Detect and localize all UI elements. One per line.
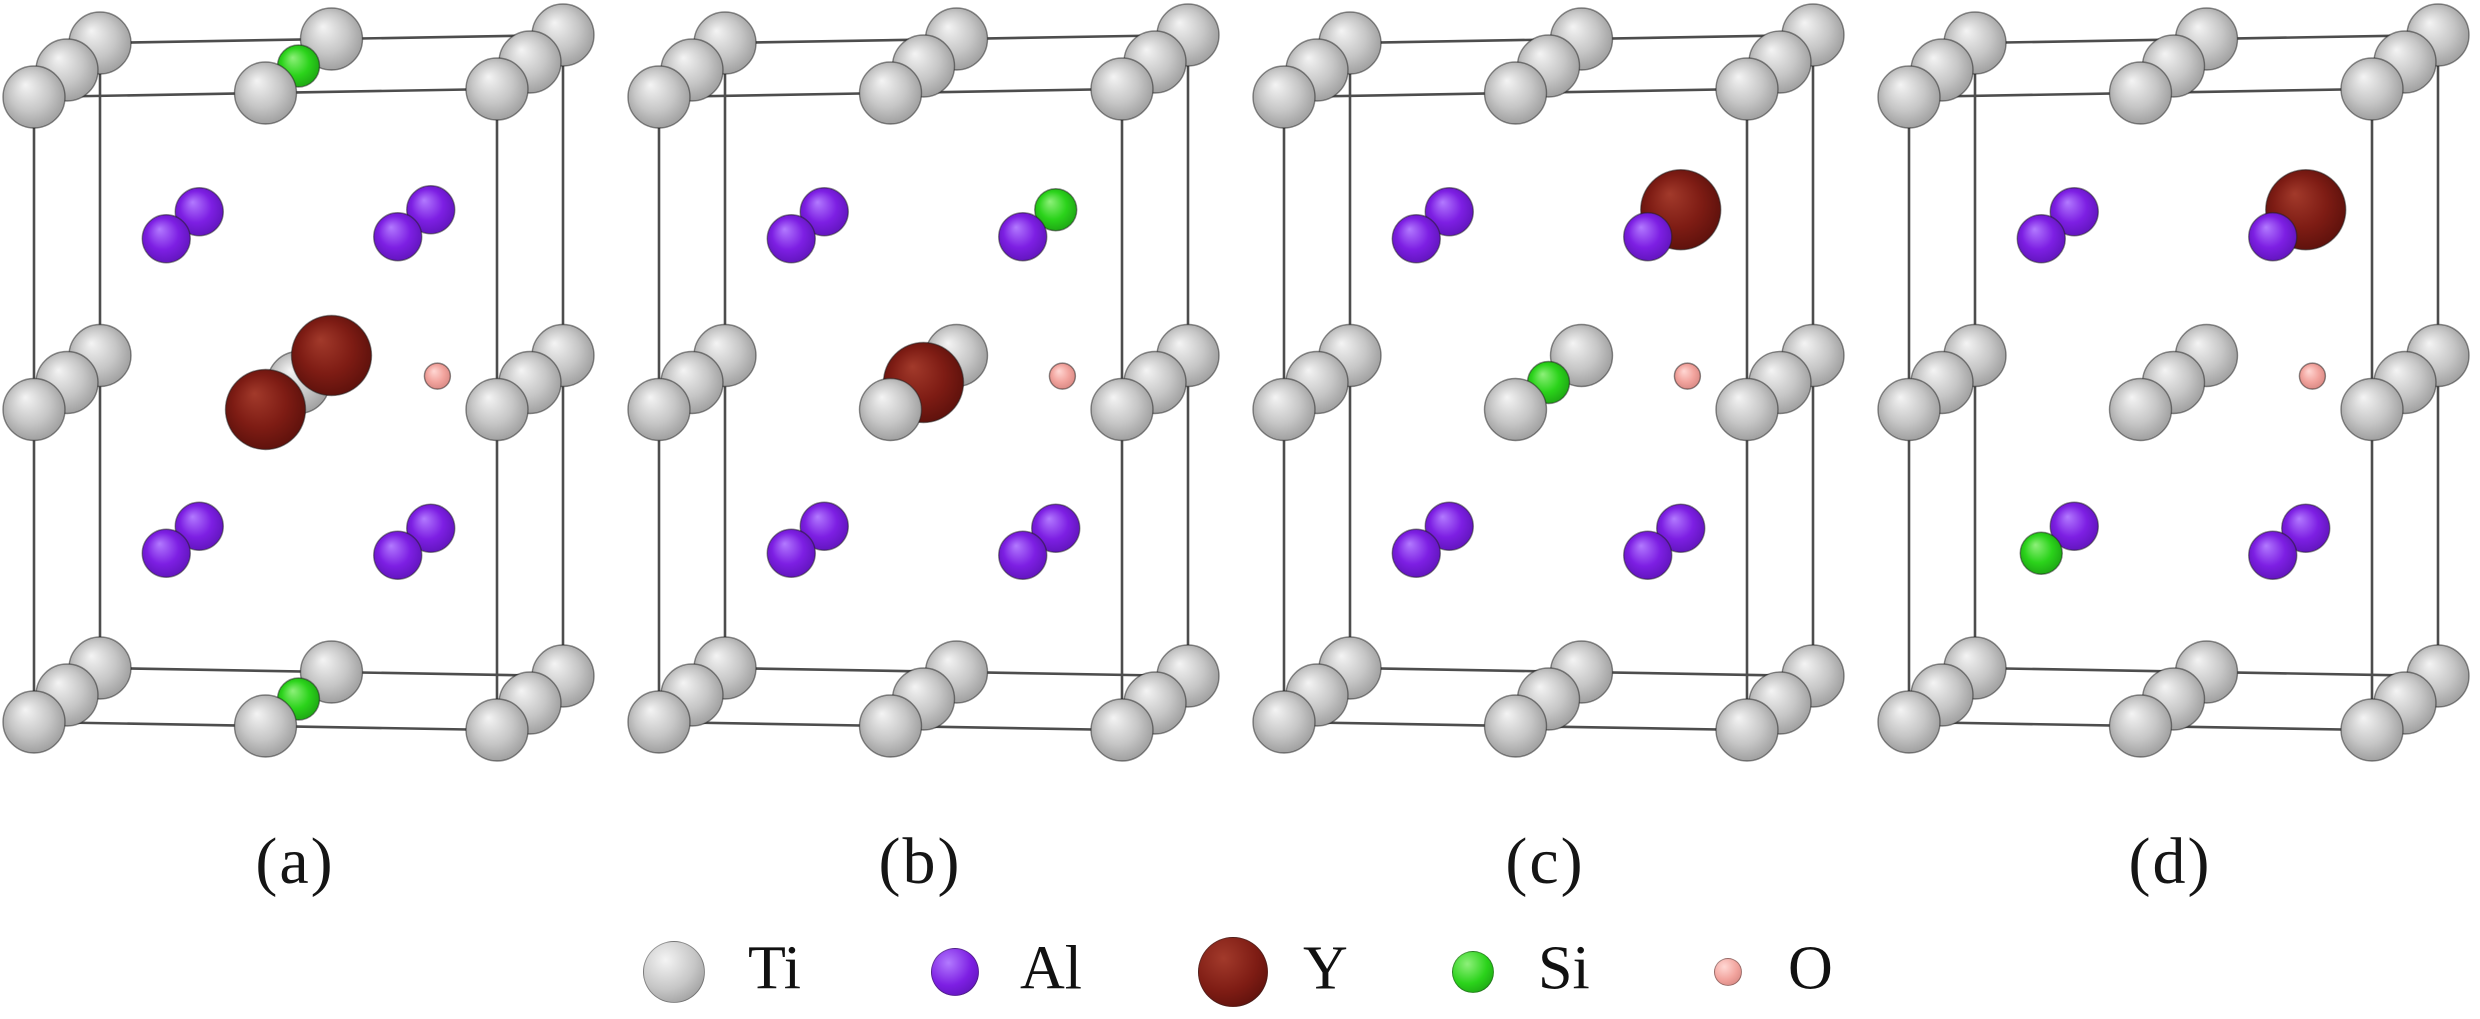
legend-y-sphere-icon [1198,937,1268,1007]
atom-ti-sphere [1483,377,1548,442]
atom-ti-sphere [1877,65,1941,129]
atom-ti-sphere [2108,377,2173,442]
atom-al-sphere [2049,187,2099,237]
atom-al-sphere [373,530,423,580]
atom-ti-sphere [1090,377,1154,442]
atom-ti-sphere [2108,694,2173,758]
atom-ti-sphere [2340,377,2404,442]
atom-ti-sphere [627,377,691,442]
atom-si-sphere [2019,531,2063,575]
atom-y-sphere [224,368,307,451]
atom-o-sphere [1673,362,1702,390]
panel-label-b: (b) [878,825,962,898]
atom-ti-sphere [1715,57,1779,121]
atom-al-sphere [1623,530,1673,580]
atom-al-sphere [174,501,224,551]
atom-al-sphere [141,214,191,264]
panel-label-a: (a) [255,825,335,898]
atom-al-sphere [406,185,456,235]
panel-label-c: (c) [1505,825,1585,898]
atom-ti-sphere [2340,57,2404,121]
panel-label-d: (d) [2128,825,2212,898]
unit-cell-panel-c [1252,3,1845,762]
atom-ti-sphere [1877,377,1941,442]
atom-al-sphere [2281,503,2331,553]
atom-al-sphere [1656,503,1706,553]
atom-ti-sphere [465,377,529,442]
unit-cell-panel-d [1877,3,2470,762]
atom-ti-sphere [858,377,923,442]
atom-ti-sphere [1252,65,1316,129]
atom-o-sphere [423,362,452,390]
atom-ti-sphere [2,377,66,442]
atom-al-sphere [141,528,191,578]
legend-ti-label: Ti [748,934,801,1003]
atom-ti-sphere [1090,698,1154,762]
atom-o-sphere [1048,362,1077,390]
atom-ti-sphere [1483,61,1548,125]
atom-ti-sphere [1252,690,1316,754]
atom-al-sphere [766,528,816,578]
atom-al-sphere [1391,214,1441,264]
atom-ti-sphere [233,61,298,125]
atom-ti-sphere [465,57,529,121]
atom-al-sphere [998,530,1048,580]
atom-ti-sphere [2,65,66,129]
atom-al-sphere [766,214,816,264]
unit-cell-panel-b [627,3,1220,762]
legend-al-sphere-icon [931,948,979,996]
atom-al-sphere [1623,212,1673,262]
legend-o-label: O [1788,934,1833,1003]
atom-o-sphere [2298,362,2327,390]
legend-si-label: Si [1538,934,1590,1003]
atom-al-sphere [799,501,849,551]
atom-al-sphere [174,187,224,237]
atom-al-sphere [1424,187,1474,237]
legend-ti-sphere-icon [643,941,705,1003]
atom-ti-sphere [1877,690,1941,754]
atom-al-sphere [1031,503,1081,553]
atom-ti-sphere [1715,698,1779,762]
atom-al-sphere [2049,501,2099,551]
atom-al-sphere [1424,501,1474,551]
atom-ti-sphere [627,65,691,129]
atom-ti-sphere [1715,377,1779,442]
atom-al-sphere [998,212,1048,262]
atom-ti-sphere [1090,57,1154,121]
atom-si-sphere [1034,188,1078,232]
atom-ti-sphere [627,690,691,754]
atom-al-sphere [799,187,849,237]
legend-al-label: Al [1020,934,1082,1003]
atom-ti-sphere [1483,694,1548,758]
atom-ti-sphere [2,690,66,754]
atom-al-sphere [1391,528,1441,578]
atom-ti-sphere [233,694,298,758]
atom-ti-sphere [465,698,529,762]
atom-al-sphere [2016,214,2066,264]
atom-ti-sphere [1252,377,1316,442]
legend-o-sphere-icon [1714,958,1742,986]
legend-si-sphere-icon [1452,951,1494,993]
atom-ti-sphere [858,694,923,758]
atom-ti-sphere [2340,698,2404,762]
legend-y-label: Y [1303,934,1348,1003]
atom-ti-sphere [2108,61,2173,125]
atom-al-sphere [373,212,423,262]
atom-al-sphere [2248,212,2298,262]
atom-al-sphere [2248,530,2298,580]
unit-cell-panel-a [2,3,595,762]
atom-ti-sphere [858,61,923,125]
atom-y-sphere [290,314,373,397]
atom-al-sphere [406,503,456,553]
